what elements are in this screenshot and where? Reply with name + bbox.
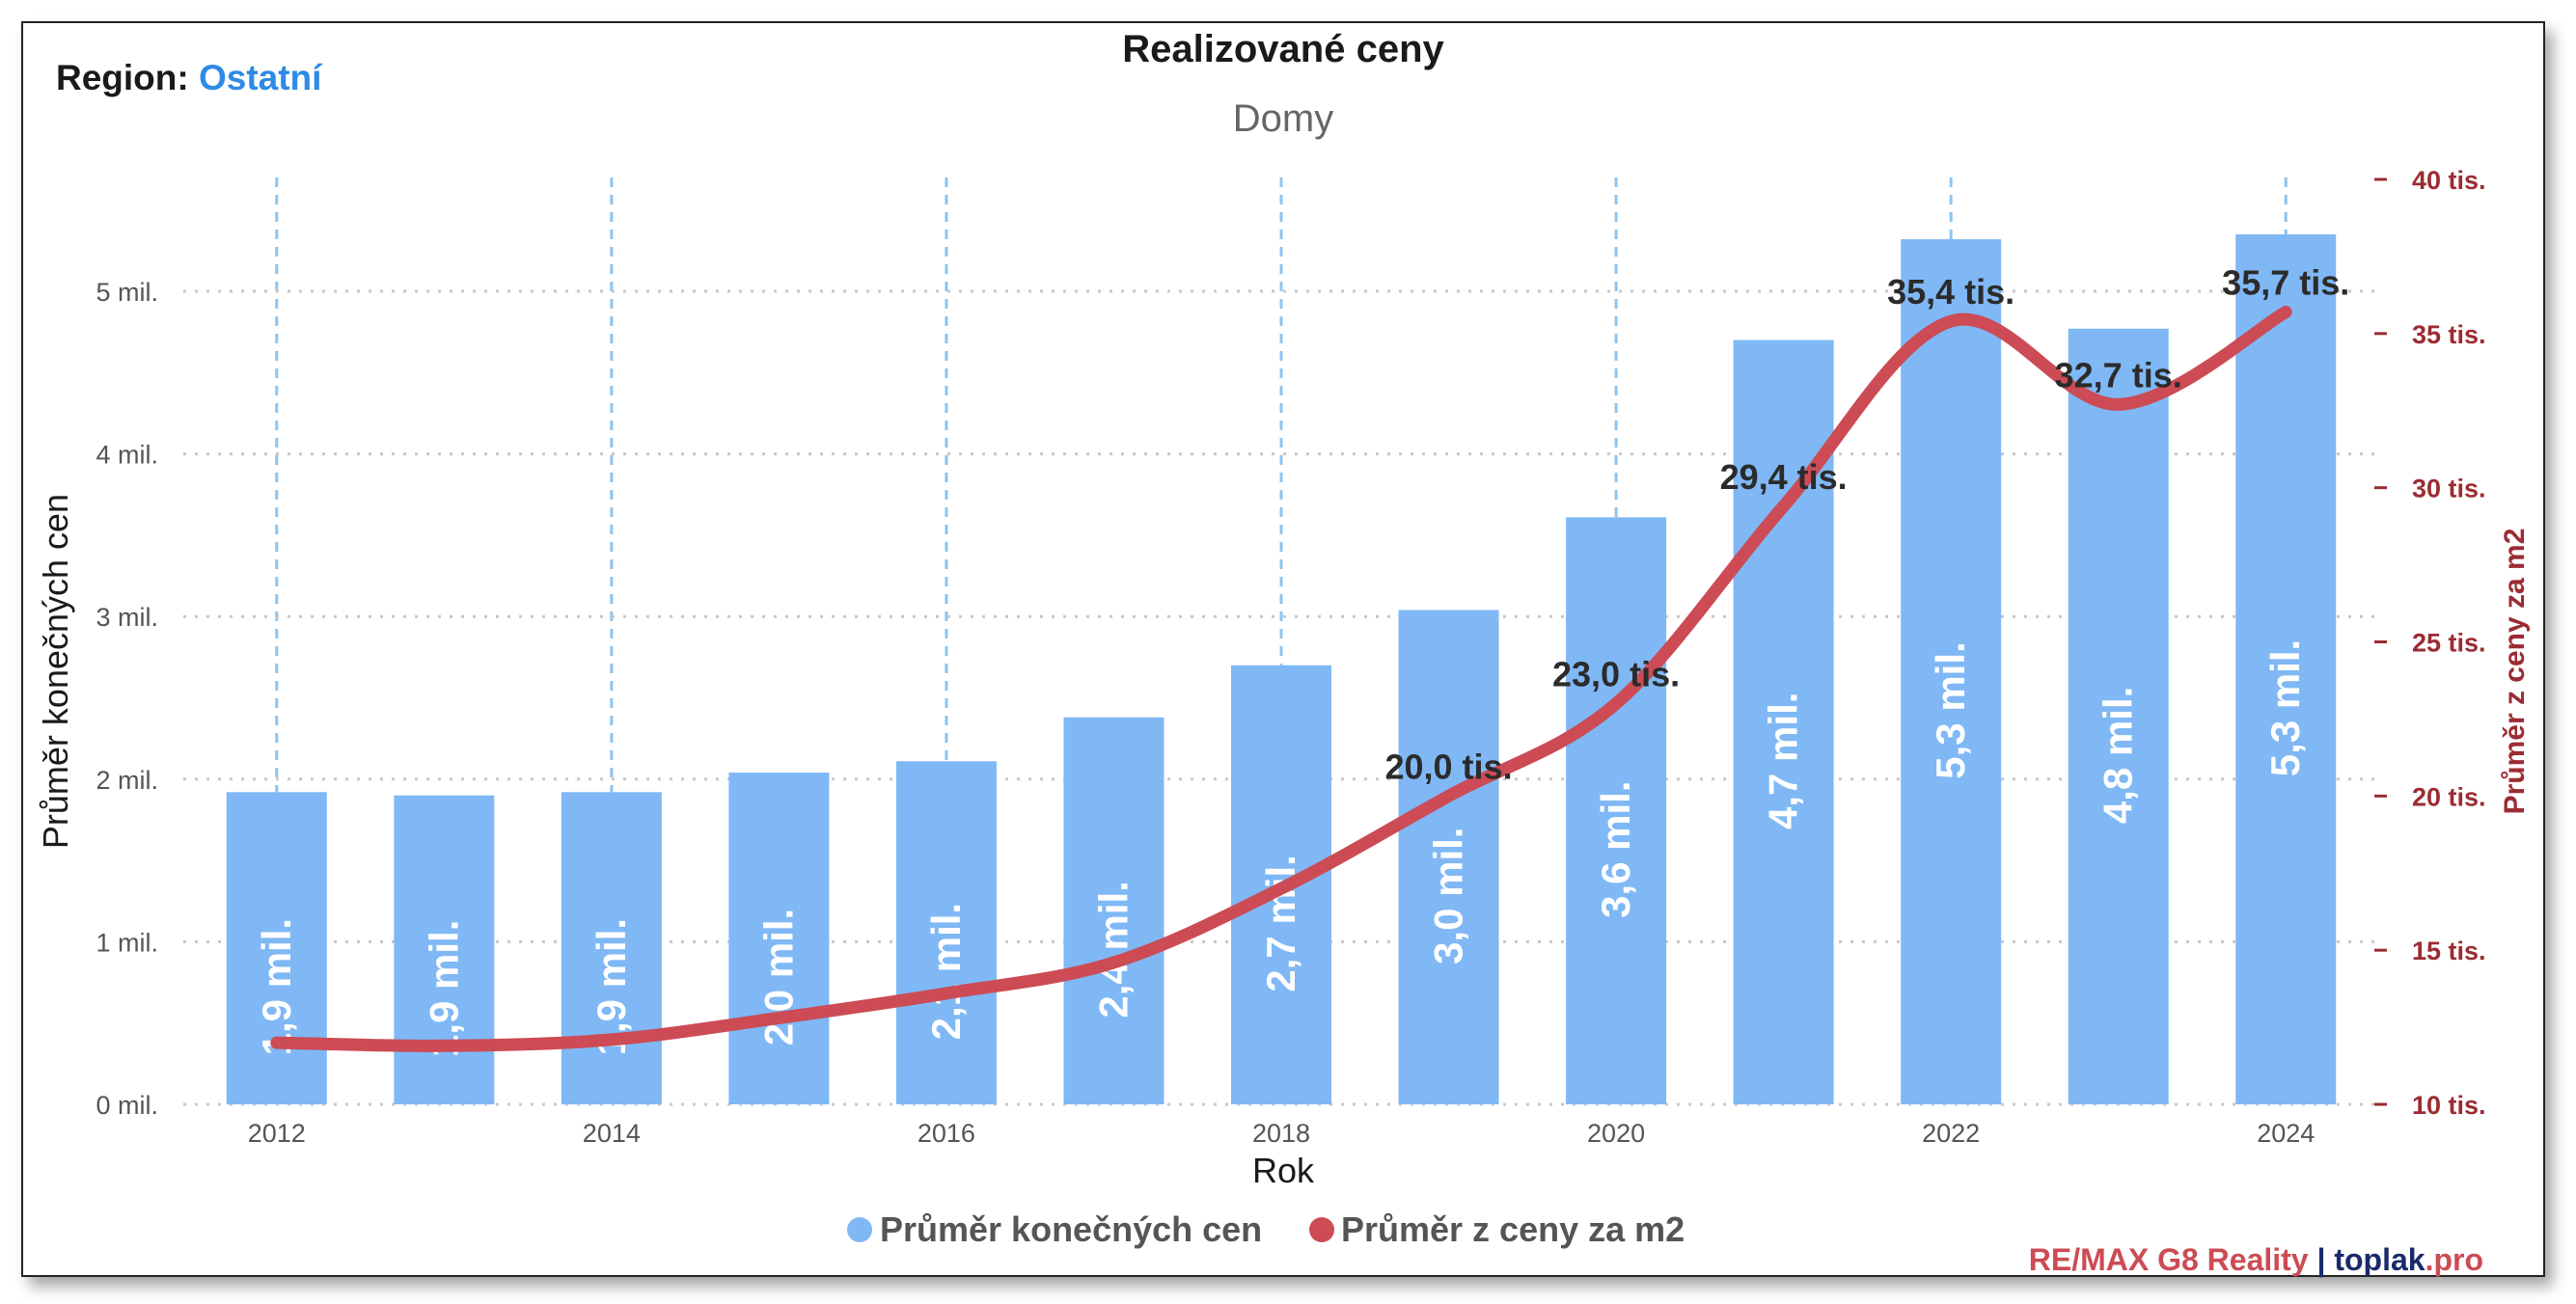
region-value: Ostatní	[198, 58, 322, 97]
y2-tick-label: 40 tis.	[2412, 166, 2486, 195]
y-tick-label: 0 mil.	[96, 1091, 158, 1120]
bar-label: 4,8 mil.	[2096, 687, 2141, 824]
credit: RE/MAX G8 Reality | toplak.pro	[2029, 1242, 2483, 1278]
bar-label: 1,9 mil.	[254, 918, 299, 1055]
bar-label: 4,7 mil.	[1761, 693, 1806, 829]
bar-label: 2,1 mil.	[923, 903, 969, 1040]
x-tick-label: 2018	[1252, 1119, 1310, 1148]
chart-subtitle: Domy	[1233, 97, 1333, 140]
chart-frame: Region: Ostatní Realizované ceny Domy 1,…	[21, 21, 2545, 1277]
credit-toplak: toplak	[2334, 1242, 2425, 1277]
bar-label: 5,3 mil.	[2262, 639, 2308, 776]
x-tick-label: 2012	[248, 1119, 306, 1148]
y2-tick-label: 25 tis.	[2412, 629, 2486, 658]
legend-marker-bars	[847, 1217, 872, 1242]
bar-2022	[1901, 239, 2002, 1105]
bar-label: 1,9 mil.	[421, 920, 466, 1057]
bar-2023	[2068, 328, 2169, 1104]
y2-tick-label: 35 tis.	[2412, 320, 2486, 349]
x-tick-label: 2024	[2257, 1119, 2315, 1148]
bar-2016	[895, 761, 997, 1104]
bar-2019	[1398, 610, 1499, 1104]
y2-tick-label: 15 tis.	[2412, 937, 2486, 965]
region-label: Region:	[56, 58, 189, 97]
y-tick-label: 3 mil.	[96, 603, 158, 632]
region-filter: Region: Ostatní	[56, 58, 321, 98]
line-data-label: 29,4 tis.	[1720, 457, 1848, 497]
line-data-label: 35,4 tis.	[1887, 272, 2014, 312]
credit-separator: |	[2316, 1242, 2326, 1277]
bar-2020	[1566, 517, 1667, 1104]
bar-2013	[394, 795, 495, 1104]
x-axis-title: Rok	[1252, 1151, 1315, 1190]
bar-2012	[226, 792, 327, 1104]
bar-2024	[2235, 234, 2337, 1104]
legend-label-line: Průměr z ceny za m2	[1341, 1209, 1685, 1249]
line-data-label: 35,7 tis.	[2222, 262, 2349, 302]
y-tick-label: 1 mil.	[96, 928, 158, 957]
bar-2014	[561, 792, 662, 1104]
chart-title: Realizované ceny	[1122, 28, 1444, 70]
legend-label-bars: Průměr konečných cen	[880, 1209, 1262, 1249]
y-tick-label: 4 mil.	[96, 441, 158, 470]
x-tick-label: 2016	[918, 1119, 975, 1148]
y-tick-label: 2 mil.	[96, 766, 158, 795]
line-data-label: 23,0 tis.	[1552, 654, 1680, 693]
line-data-label: 20,0 tis.	[1384, 747, 1512, 786]
credit-remax: RE/MAX G8 Reality	[2028, 1242, 2309, 1277]
bar-label: 3,0 mil.	[1426, 828, 1471, 964]
y2-tick-label: 20 tis.	[2412, 782, 2486, 811]
series-line-m2	[270, 305, 2292, 1052]
line-data-label: 32,7 tis.	[2055, 355, 2182, 394]
y2-tick-label: 10 tis.	[2412, 1091, 2486, 1120]
x-tick-label: 2022	[1922, 1119, 1980, 1148]
bar-2015	[728, 773, 830, 1104]
x-tick-label: 2020	[1587, 1119, 1645, 1148]
legend: Průměr konečných cen Průměr z ceny za m2	[847, 1209, 1685, 1249]
x-tick-label: 2014	[583, 1119, 641, 1148]
chart: Realizované ceny Domy 1,9 mil. 1,9 mil. 1,…	[36, 28, 2531, 1249]
y-tick-label: 5 mil.	[96, 278, 158, 307]
bar-label: 3,6 mil.	[1593, 780, 1638, 917]
bar-label: 2,4 mil.	[1090, 881, 1136, 1018]
credit-pro: .pro	[2425, 1242, 2483, 1277]
legend-marker-line	[1309, 1217, 1334, 1242]
y-axis-title: Průměr konečných cen	[36, 494, 75, 849]
bar-label: 5,3 mil.	[1928, 641, 1973, 778]
y2-tick-label: 30 tis.	[2412, 475, 2486, 503]
y2-axis-title: Průměr z ceny za m2	[2499, 529, 2531, 815]
bar-2017	[1063, 717, 1165, 1104]
